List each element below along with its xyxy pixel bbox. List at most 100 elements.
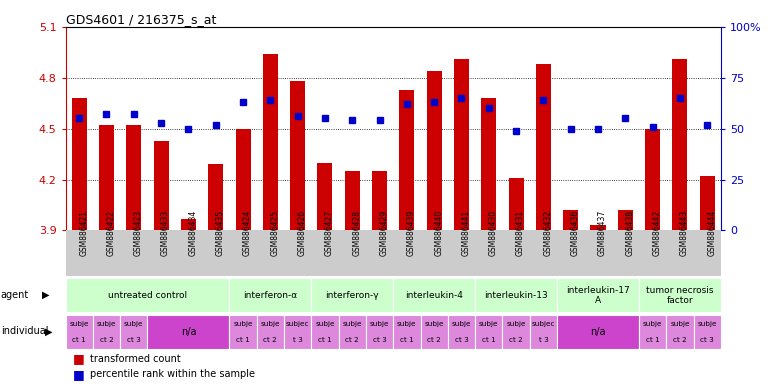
Text: interleukin-4: interleukin-4 — [406, 291, 463, 300]
Text: GSM886426: GSM886426 — [298, 210, 307, 256]
Bar — [563, 210, 578, 230]
Text: n/a: n/a — [591, 327, 606, 337]
Text: GSM886438: GSM886438 — [625, 210, 635, 256]
FancyBboxPatch shape — [530, 315, 557, 349]
Text: ct 2: ct 2 — [264, 336, 278, 343]
Bar — [235, 129, 251, 230]
Text: subje: subje — [698, 321, 717, 327]
Text: n/a: n/a — [180, 327, 196, 337]
Text: GDS4601 / 216375_s_at: GDS4601 / 216375_s_at — [66, 13, 216, 26]
Text: subje: subje — [452, 321, 471, 327]
Bar — [99, 125, 114, 230]
FancyBboxPatch shape — [230, 278, 311, 312]
FancyBboxPatch shape — [66, 278, 230, 312]
Text: ct 3: ct 3 — [455, 336, 468, 343]
Text: subje: subje — [234, 321, 253, 327]
Text: untreated control: untreated control — [108, 291, 187, 300]
Bar — [153, 141, 169, 230]
Text: interferon-γ: interferon-γ — [325, 291, 379, 300]
Text: GSM886425: GSM886425 — [271, 210, 279, 256]
Text: GSM886431: GSM886431 — [516, 210, 525, 256]
FancyBboxPatch shape — [311, 278, 393, 312]
Text: individual: individual — [1, 326, 49, 336]
FancyBboxPatch shape — [338, 315, 366, 349]
Bar — [181, 218, 196, 230]
Text: ■: ■ — [73, 353, 85, 366]
FancyBboxPatch shape — [475, 315, 503, 349]
Text: interferon-α: interferon-α — [243, 291, 298, 300]
Text: ct 2: ct 2 — [509, 336, 523, 343]
FancyBboxPatch shape — [557, 315, 639, 349]
Bar — [290, 81, 305, 230]
Text: GSM886434: GSM886434 — [188, 210, 197, 256]
Bar — [208, 164, 224, 230]
Text: percentile rank within the sample: percentile rank within the sample — [90, 369, 255, 379]
Bar — [645, 129, 660, 230]
Text: subjec: subjec — [532, 321, 555, 327]
FancyBboxPatch shape — [257, 315, 284, 349]
Text: GSM886437: GSM886437 — [598, 210, 607, 256]
Text: GSM886428: GSM886428 — [352, 210, 362, 256]
Text: interleukin-17
A: interleukin-17 A — [566, 286, 630, 305]
Text: subje: subje — [315, 321, 335, 327]
FancyBboxPatch shape — [557, 278, 639, 312]
Text: ct 3: ct 3 — [700, 336, 714, 343]
Text: ct 1: ct 1 — [72, 336, 86, 343]
Text: GSM886430: GSM886430 — [489, 210, 498, 256]
Text: GSM886443: GSM886443 — [680, 210, 689, 256]
Bar — [263, 54, 278, 230]
FancyBboxPatch shape — [366, 315, 393, 349]
Text: t 3: t 3 — [538, 336, 548, 343]
FancyBboxPatch shape — [639, 315, 666, 349]
Text: ct 2: ct 2 — [99, 336, 113, 343]
Text: agent: agent — [1, 290, 29, 300]
FancyBboxPatch shape — [503, 315, 530, 349]
Text: subje: subje — [261, 321, 280, 327]
Text: GSM886427: GSM886427 — [325, 210, 334, 256]
Text: GSM886439: GSM886439 — [407, 210, 416, 256]
Bar — [536, 64, 551, 230]
Text: ▶: ▶ — [42, 290, 49, 300]
Text: subje: subje — [124, 321, 143, 327]
Text: GSM886435: GSM886435 — [216, 210, 224, 256]
Text: subje: subje — [96, 321, 116, 327]
FancyBboxPatch shape — [230, 315, 257, 349]
Text: ▶: ▶ — [45, 326, 52, 336]
Bar — [481, 98, 497, 230]
Text: ct 1: ct 1 — [482, 336, 496, 343]
Text: subje: subje — [670, 321, 690, 327]
Text: ct 1: ct 1 — [400, 336, 414, 343]
FancyBboxPatch shape — [448, 315, 475, 349]
Text: ct 1: ct 1 — [236, 336, 250, 343]
Text: GSM886433: GSM886433 — [161, 210, 170, 256]
Text: GSM886440: GSM886440 — [434, 210, 443, 256]
Bar — [454, 59, 469, 230]
Text: GSM886444: GSM886444 — [707, 210, 716, 256]
Text: subje: subje — [507, 321, 526, 327]
Text: subje: subje — [424, 321, 444, 327]
Text: GSM886441: GSM886441 — [462, 210, 470, 256]
Bar — [618, 210, 633, 230]
Bar — [399, 89, 414, 230]
FancyBboxPatch shape — [66, 230, 721, 276]
FancyBboxPatch shape — [475, 278, 557, 312]
FancyBboxPatch shape — [666, 315, 694, 349]
Text: ct 2: ct 2 — [427, 336, 441, 343]
FancyBboxPatch shape — [311, 315, 338, 349]
Text: GSM886421: GSM886421 — [79, 210, 88, 256]
Text: interleukin-13: interleukin-13 — [484, 291, 548, 300]
Text: subje: subje — [370, 321, 389, 327]
Bar — [318, 162, 332, 230]
Text: GSM886424: GSM886424 — [243, 210, 252, 256]
Text: ct 1: ct 1 — [646, 336, 659, 343]
Text: GSM886422: GSM886422 — [106, 210, 116, 256]
FancyBboxPatch shape — [393, 315, 420, 349]
Bar — [345, 171, 360, 230]
Text: tumor necrosis
factor: tumor necrosis factor — [646, 286, 714, 305]
Text: subje: subje — [69, 321, 89, 327]
Text: ■: ■ — [73, 368, 85, 381]
Text: subje: subje — [397, 321, 416, 327]
Text: ct 2: ct 2 — [673, 336, 687, 343]
Bar — [672, 59, 688, 230]
Text: ct 2: ct 2 — [345, 336, 359, 343]
